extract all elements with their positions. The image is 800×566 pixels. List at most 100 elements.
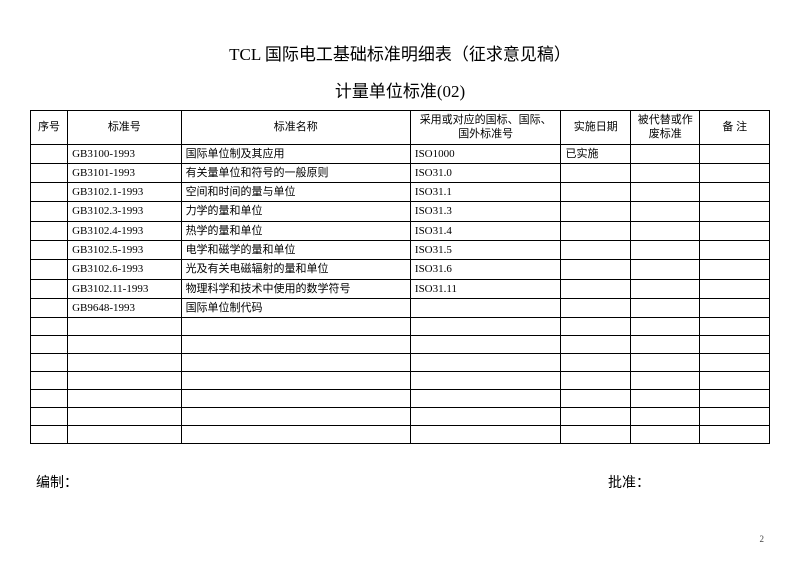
cell-std_name: 有关量单位和符号的一般原则 <box>181 163 410 182</box>
table-row: GB3102.5-1993电学和磁学的量和单位ISO31.5 <box>31 241 770 260</box>
cell-remark <box>700 372 770 390</box>
cell-replace <box>630 318 699 336</box>
cell-seq <box>31 318 68 336</box>
header-intl: 采用或对应的国标、国际、国外标准号 <box>410 111 561 145</box>
cell-replace <box>630 241 699 260</box>
cell-date <box>561 202 630 221</box>
standards-table: 序号 标准号 标准名称 采用或对应的国标、国际、国外标准号 实施日期 被代替或作… <box>30 110 770 444</box>
cell-seq <box>31 390 68 408</box>
page-number: 2 <box>760 534 765 544</box>
cell-std_no <box>68 336 182 354</box>
cell-intl: ISO31.4 <box>410 221 561 240</box>
table-row <box>31 408 770 426</box>
cell-std_no: GB3102.11-1993 <box>68 279 182 298</box>
cell-remark <box>700 298 770 317</box>
cell-date <box>561 221 630 240</box>
cell-remark <box>700 318 770 336</box>
cell-std_name: 国际单位制代码 <box>181 298 410 317</box>
table-header-row: 序号 标准号 标准名称 采用或对应的国标、国际、国外标准号 实施日期 被代替或作… <box>31 111 770 145</box>
cell-date: 已实施 <box>561 144 630 163</box>
document-title-sub: 计量单位标准(02) <box>30 77 770 102</box>
cell-remark <box>700 241 770 260</box>
cell-intl: ISO1000 <box>410 144 561 163</box>
cell-replace <box>630 163 699 182</box>
cell-seq <box>31 372 68 390</box>
table-row <box>31 372 770 390</box>
cell-intl <box>410 318 561 336</box>
cell-std_name <box>181 336 410 354</box>
cell-intl: ISO31.0 <box>410 163 561 182</box>
cell-intl: ISO31.6 <box>410 260 561 279</box>
table-row <box>31 354 770 372</box>
cell-intl <box>410 372 561 390</box>
table-row <box>31 426 770 444</box>
cell-std_no: GB3100-1993 <box>68 144 182 163</box>
cell-seq <box>31 354 68 372</box>
table-row <box>31 318 770 336</box>
header-std-no: 标准号 <box>68 111 182 145</box>
cell-date <box>561 260 630 279</box>
cell-std_name <box>181 408 410 426</box>
cell-replace <box>630 183 699 202</box>
cell-seq <box>31 408 68 426</box>
cell-date <box>561 318 630 336</box>
table-row: GB3102.6-1993光及有关电磁辐射的量和单位ISO31.6 <box>31 260 770 279</box>
footer-left: 编制： <box>36 472 78 492</box>
cell-std_no: GB3102.5-1993 <box>68 241 182 260</box>
cell-replace <box>630 298 699 317</box>
cell-date <box>561 390 630 408</box>
cell-intl <box>410 426 561 444</box>
header-replace: 被代替或作废标准 <box>630 111 699 145</box>
cell-std_name: 热学的量和单位 <box>181 221 410 240</box>
cell-seq <box>31 163 68 182</box>
cell-replace <box>630 202 699 221</box>
cell-date <box>561 298 630 317</box>
cell-date <box>561 408 630 426</box>
cell-intl: ISO31.1 <box>410 183 561 202</box>
cell-replace <box>630 354 699 372</box>
cell-std_name <box>181 318 410 336</box>
cell-date <box>561 354 630 372</box>
cell-std_no: GB3102.1-1993 <box>68 183 182 202</box>
table-body: GB3100-1993国际单位制及其应用ISO1000已实施GB3101-199… <box>31 144 770 444</box>
cell-date <box>561 279 630 298</box>
cell-remark <box>700 390 770 408</box>
header-std-name: 标准名称 <box>181 111 410 145</box>
table-row: GB3101-1993有关量单位和符号的一般原则ISO31.0 <box>31 163 770 182</box>
cell-seq <box>31 144 68 163</box>
cell-std_no: GB9648-1993 <box>68 298 182 317</box>
cell-std_name: 电学和磁学的量和单位 <box>181 241 410 260</box>
cell-remark <box>700 336 770 354</box>
cell-intl: ISO31.11 <box>410 279 561 298</box>
document-title-main: TCL 国际电工基础标准明细表（征求意见稿） <box>30 40 770 65</box>
cell-replace <box>630 260 699 279</box>
cell-seq <box>31 426 68 444</box>
cell-replace <box>630 279 699 298</box>
footer-right: 批准： <box>608 472 650 492</box>
table-row: GB3100-1993国际单位制及其应用ISO1000已实施 <box>31 144 770 163</box>
cell-std_no <box>68 408 182 426</box>
header-seq: 序号 <box>31 111 68 145</box>
cell-replace <box>630 336 699 354</box>
cell-replace <box>630 408 699 426</box>
cell-std_name <box>181 372 410 390</box>
cell-intl <box>410 336 561 354</box>
cell-remark <box>700 144 770 163</box>
cell-seq <box>31 183 68 202</box>
cell-std_name <box>181 354 410 372</box>
cell-replace <box>630 372 699 390</box>
cell-std_name: 力学的量和单位 <box>181 202 410 221</box>
header-date: 实施日期 <box>561 111 630 145</box>
cell-seq <box>31 298 68 317</box>
cell-std_no <box>68 354 182 372</box>
cell-intl <box>410 354 561 372</box>
cell-std_name: 物理科学和技术中使用的数学符号 <box>181 279 410 298</box>
cell-replace <box>630 221 699 240</box>
cell-std_name: 光及有关电磁辐射的量和单位 <box>181 260 410 279</box>
cell-intl: ISO31.5 <box>410 241 561 260</box>
cell-std_no <box>68 318 182 336</box>
header-remark: 备 注 <box>700 111 770 145</box>
cell-remark <box>700 408 770 426</box>
cell-seq <box>31 202 68 221</box>
cell-seq <box>31 260 68 279</box>
